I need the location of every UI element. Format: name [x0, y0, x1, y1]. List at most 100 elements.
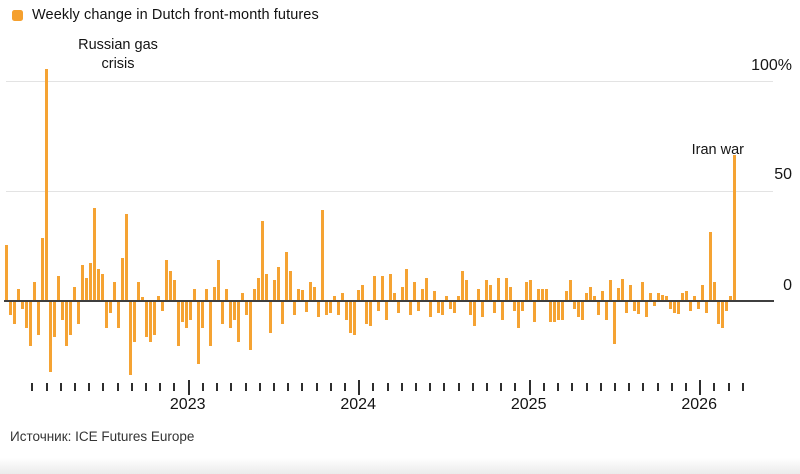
bar [421, 289, 424, 300]
x-axis-tick [557, 383, 560, 391]
x-axis-tick [656, 383, 659, 391]
bar [341, 293, 344, 300]
bar [249, 302, 252, 351]
bar [393, 293, 396, 300]
bar [577, 302, 580, 318]
bar [557, 302, 560, 320]
bar [225, 289, 228, 300]
bar [669, 302, 672, 309]
bar [117, 302, 120, 329]
bar [345, 302, 348, 320]
x-axis-tick [457, 383, 460, 391]
bar [425, 278, 428, 300]
bar [73, 286, 76, 300]
bar [65, 302, 68, 346]
bar [697, 302, 700, 309]
bar [517, 302, 520, 329]
bar [349, 302, 352, 333]
x-axis-tick [116, 383, 119, 391]
x-axis-tick [343, 383, 346, 391]
bar [581, 302, 584, 320]
bar [121, 258, 124, 300]
bar [213, 286, 216, 300]
bar [469, 302, 472, 316]
bar [261, 220, 264, 300]
bar [321, 209, 324, 300]
y-axis-label-0: 0 [783, 277, 792, 294]
bar [465, 280, 468, 300]
bar [57, 275, 60, 300]
bar [717, 302, 720, 324]
bar [621, 279, 624, 300]
bar [597, 302, 600, 316]
bar [661, 294, 664, 300]
x-axis-tick [585, 383, 588, 391]
x-axis-tick [372, 383, 375, 391]
bar [385, 302, 388, 320]
x-axis-tick [230, 383, 233, 391]
bar [273, 280, 276, 300]
y-axis-label-100: 100% [751, 57, 792, 74]
bar [501, 302, 504, 320]
x-axis-tick [102, 383, 105, 391]
x-axis-tick [258, 383, 261, 391]
x-axis-tick [599, 383, 602, 391]
bar [281, 302, 284, 324]
bar [373, 275, 376, 300]
bar [413, 282, 416, 300]
bar [505, 278, 508, 300]
bar [153, 302, 156, 335]
bar [585, 293, 588, 300]
x-axis-tick [628, 383, 631, 391]
x-axis-tick [670, 383, 673, 391]
x-axis-year-label: 2026 [681, 396, 717, 413]
bar [41, 238, 44, 300]
bar [97, 269, 100, 300]
bar [129, 302, 132, 375]
bar [177, 302, 180, 346]
bar [241, 293, 244, 300]
x-axis-year-tick [187, 380, 190, 395]
bar [649, 293, 652, 300]
bar [253, 289, 256, 300]
bar [265, 273, 268, 300]
x-axis-tick [727, 383, 730, 391]
bar [389, 273, 392, 300]
bar [165, 260, 168, 300]
bar [309, 282, 312, 300]
bar [149, 302, 152, 342]
bar [625, 302, 628, 313]
bottom-fade [0, 458, 800, 474]
bar [701, 284, 704, 300]
bar [269, 302, 272, 333]
legend-label: Weekly change in Dutch front-month futur… [32, 7, 319, 23]
bar [13, 302, 16, 324]
x-axis-tick [571, 383, 574, 391]
bar [245, 302, 248, 316]
bar [377, 302, 380, 311]
x-axis-year-label: 2024 [340, 396, 376, 413]
bar [157, 295, 160, 300]
bar [5, 245, 8, 300]
bar [689, 302, 692, 311]
bar [705, 302, 708, 313]
bar [589, 286, 592, 300]
bar [549, 302, 552, 322]
x-axis-tick [684, 383, 687, 391]
x-axis-tick [642, 383, 645, 391]
bar [133, 302, 136, 342]
bar [497, 278, 500, 300]
annotation-iran-war: Iran war [691, 142, 744, 158]
bar [489, 284, 492, 300]
bar [173, 280, 176, 300]
bar [657, 293, 660, 300]
bar [693, 295, 696, 300]
x-axis-tick [542, 383, 545, 391]
x-axis-tick [130, 383, 133, 391]
bar [237, 302, 240, 342]
source-note: Источник: ICE Futures Europe [10, 429, 195, 444]
bar [537, 289, 540, 300]
bar [405, 269, 408, 300]
